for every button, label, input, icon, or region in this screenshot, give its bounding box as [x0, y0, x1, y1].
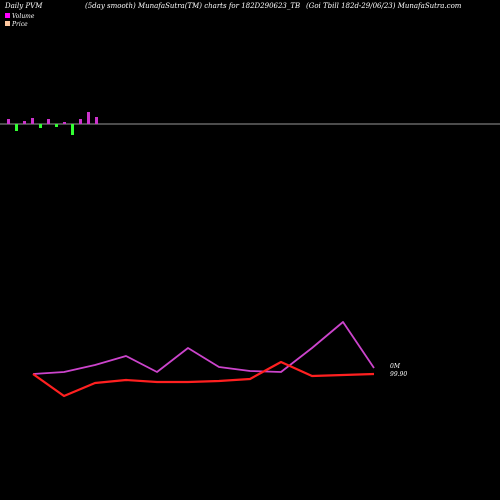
- label-volume-value: 0M: [390, 363, 401, 370]
- volume-bar: [31, 118, 34, 124]
- price-lines: [32, 321, 375, 398]
- volume-bar: [55, 124, 58, 127]
- volume-bar: [71, 124, 74, 135]
- header-left: Daily PVM: [4, 2, 43, 10]
- volume-bar: [87, 112, 90, 124]
- series-line-1: [32, 360, 375, 398]
- header-right: (Goi Tbill 182d-29/06/23) MunafaSutra.co…: [306, 2, 462, 10]
- legend-swatch-volume: [5, 13, 10, 18]
- volume-bar: [23, 121, 26, 124]
- volume-bar: [95, 117, 98, 124]
- volume-bar: [79, 119, 82, 124]
- volume-bar: [39, 124, 42, 128]
- legend-swatch-price: [5, 21, 10, 26]
- series-line-0: [32, 321, 375, 375]
- label-price-value: 99.90: [390, 371, 407, 378]
- volume-bars: [7, 112, 98, 135]
- header-center: (5day smooth) MunafaSutra(TM) charts for…: [85, 2, 300, 10]
- legend-label-volume: Volume: [12, 13, 35, 20]
- volume-bar: [47, 119, 50, 124]
- volume-bar: [15, 124, 18, 131]
- volume-bar: [7, 119, 10, 124]
- legend-label-price: Price: [11, 21, 28, 28]
- volume-bar: [63, 122, 66, 124]
